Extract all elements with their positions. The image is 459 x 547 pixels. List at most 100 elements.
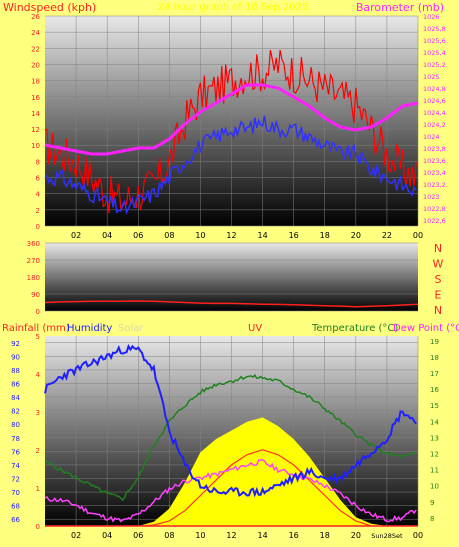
humidity-y-tick: 86 (11, 381, 20, 389)
temperature-y-tick: 11 (430, 467, 439, 475)
temperature-y-tick: 14 (430, 418, 439, 426)
humidity-x-tick: 08 (164, 531, 174, 540)
humidity-y-tick: 70 (11, 489, 20, 497)
temperature-y-tick: 10 (430, 483, 439, 491)
barometer-line (44, 83, 419, 156)
wind-y-tick: 10 (31, 142, 40, 150)
rainfall-y-axis: 0 1 2 3 4 5 (36, 333, 41, 531)
humidity-y-tick: 72 (11, 476, 20, 484)
humidity-x-tick: 18 (320, 531, 330, 540)
barometer-y-tick: 1025,8 (423, 25, 446, 33)
direction-y-tick: 360 (27, 240, 40, 248)
compass-label: W (433, 258, 444, 271)
barometer-y-tick: 1024,8 (423, 85, 446, 93)
wind-x-tick: 16 (289, 231, 299, 240)
wind-direction-line (44, 300, 419, 308)
barometer-y-tick: 1025 (423, 73, 440, 81)
temperature-y-tick: 8 (430, 515, 434, 523)
humidity-y-tick: 84 (11, 394, 20, 402)
wind-y-tick: 24 (31, 29, 40, 37)
solar-area (45, 417, 418, 526)
humidity-y-tick: 66 (11, 516, 20, 524)
barometer-y-tick: 1023,4 (423, 169, 446, 177)
wind-y-tick: 12 (31, 126, 40, 134)
humidity-x-tick: Sun28Set (371, 532, 403, 540)
temperature-y-tick: 16 (430, 386, 439, 394)
wind-x-tick: 10 (195, 231, 205, 240)
temperature-y-tick: 17 (430, 370, 439, 378)
wind-x-tick: 06 (133, 231, 143, 240)
wind-x-tick: 04 (102, 231, 112, 240)
humidity-y-axis: 66 68 70 72 74 76 78 80 82 84 86 88 90 92 (11, 340, 20, 524)
humidity-x-axis: 02 04 06 08 10 12 14 16 18 20 Sun28Set 00 (71, 531, 423, 540)
temperature-y-tick: 19 (430, 338, 439, 346)
wind-y-tick: 6 (36, 175, 41, 183)
wind-y-tick: 4 (36, 191, 41, 199)
humidity-y-tick: 76 (11, 448, 20, 456)
humidity-x-tick: 12 (226, 531, 236, 540)
humidity-y-tick: 92 (11, 340, 20, 348)
direction-y-tick: 90 (31, 291, 40, 299)
barometer-y-tick: 1024,6 (423, 97, 446, 105)
temperature-label: Temperature (°C) (311, 323, 398, 334)
uv-line (45, 449, 418, 527)
barometer-y-tick: 1023,2 (423, 181, 446, 189)
wind-x-tick: 12 (226, 231, 236, 240)
wind-y-tick: 14 (31, 110, 40, 118)
direction-y-axis: 0 90 180 270 360 (27, 240, 40, 316)
rainfall-y-tick: 0 (36, 523, 40, 531)
humidity-y-tick: 68 (11, 503, 20, 511)
wind-x-tick: 14 (257, 231, 267, 240)
direction-y-tick: 0 (36, 308, 40, 316)
humidity-x-tick: 04 (102, 531, 112, 540)
temperature-y-tick: 12 (430, 451, 439, 459)
temperature-y-tick: 9 (430, 499, 434, 507)
barometer-y-tick: 1024 (423, 133, 440, 141)
temperature-y-tick: 13 (430, 434, 439, 442)
dew-point-label: Dew Point (°C (393, 323, 459, 334)
rainfall-y-tick: 1 (36, 485, 40, 493)
wind-y-tick: 0 (36, 223, 40, 231)
solar-label: Solar (118, 323, 144, 334)
barometer-y-tick: 1025,4 (423, 49, 446, 57)
barometer-label: Barometer (mb) (356, 1, 444, 14)
humidity-x-tick: 14 (257, 531, 267, 540)
dew-point-line (44, 459, 417, 523)
barometer-y-tick: 1022,8 (423, 205, 446, 213)
wind-y-tick: 18 (31, 78, 40, 86)
barometer-y-tick: 1024,4 (423, 109, 446, 117)
humidity-label: Humidity (67, 323, 112, 334)
temperature-y-tick: 18 (430, 354, 439, 362)
compass-label: N (434, 304, 442, 317)
barometer-y-tick: 1025,6 (423, 37, 446, 45)
wind-x-tick: 22 (382, 231, 392, 240)
barometer-y-tick: 1026 (423, 13, 440, 21)
wind-y-tick: 22 (31, 45, 40, 53)
temperature-y-tick: 15 (430, 402, 439, 410)
wind-x-tick: 08 (164, 231, 174, 240)
rainfall-y-tick: 3 (36, 409, 40, 417)
barometer-y-tick: 1025,2 (423, 61, 446, 69)
uv-label: UV (248, 323, 262, 334)
wind-x-tick: 02 (71, 231, 81, 240)
wind-avg-line (44, 115, 417, 215)
barometer-y-tick: 1024,2 (423, 121, 446, 129)
barometer-y-tick: 1023 (423, 193, 440, 201)
compass-label: E (435, 289, 442, 302)
humidity-y-tick: 80 (11, 421, 20, 429)
wind-x-axis: 02 04 06 08 10 12 14 16 18 20 22 00 (71, 231, 423, 240)
wind-y-tick: 16 (31, 94, 40, 102)
humidity-x-tick: 16 (289, 531, 299, 540)
humidity-x-tick: 06 (133, 531, 143, 540)
humidity-y-tick: 90 (11, 353, 20, 361)
humidity-x-tick: 00 (413, 531, 423, 540)
humidity-y-tick: 82 (11, 408, 20, 416)
chart-subtitle: 24 hour graph of 18 Sep 2025 (158, 2, 309, 13)
compass-label: S (435, 273, 442, 286)
